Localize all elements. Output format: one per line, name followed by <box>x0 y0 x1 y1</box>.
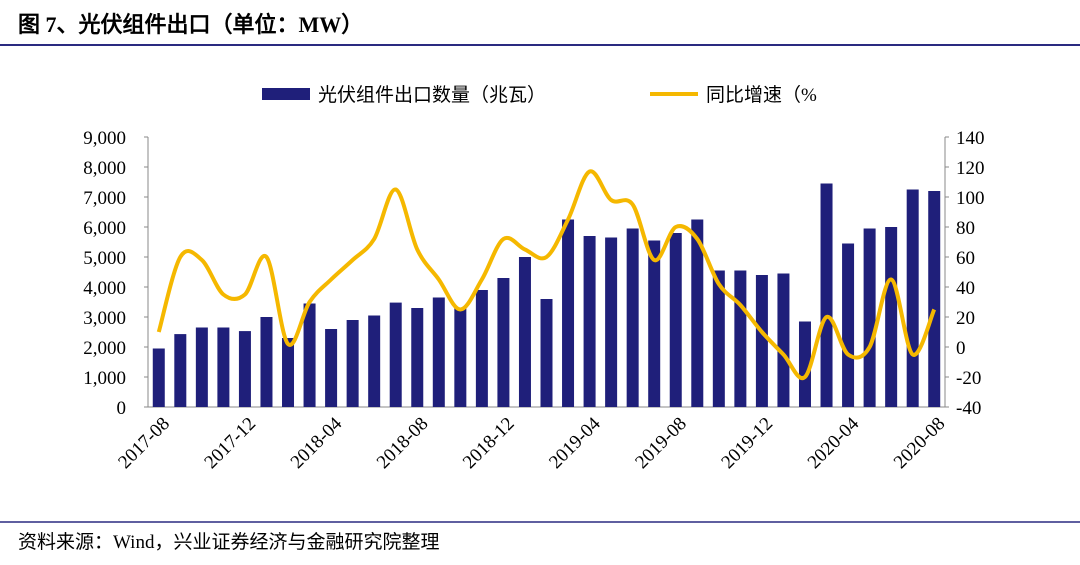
legend-label: 同比增速（% <box>706 84 817 106</box>
bar <box>174 334 187 407</box>
y-tick-label: 8,000 <box>83 158 126 179</box>
x-tick-label: 2019-12 <box>717 413 777 473</box>
y2-tick-label: 80 <box>956 218 975 239</box>
bar <box>734 270 747 407</box>
y2-tick-label: 140 <box>956 128 985 149</box>
y-tick-label: 9,000 <box>83 128 126 149</box>
y2-tick-label: 20 <box>956 308 975 329</box>
bar <box>798 321 811 407</box>
bar <box>368 315 381 407</box>
bar <box>906 189 919 407</box>
bar <box>195 327 208 407</box>
x-tick-label: 2018-12 <box>459 413 519 473</box>
y-tick-label: 4,000 <box>83 278 126 299</box>
bar <box>562 219 575 407</box>
y-tick-label: 2,000 <box>83 338 126 359</box>
bar <box>691 219 704 407</box>
bar <box>475 290 488 407</box>
x-tick-label: 2017-08 <box>114 413 174 473</box>
bar <box>669 233 682 407</box>
bar <box>389 302 402 407</box>
source-note: 资料来源：Wind，兴业证券经济与金融研究院整理 <box>18 531 439 553</box>
legend-label: 光伏组件出口数量（兆瓦） <box>318 84 546 106</box>
bar <box>626 228 639 407</box>
x-tick-label: 2019-04 <box>545 413 605 473</box>
bar <box>820 183 833 407</box>
bar <box>346 320 359 407</box>
x-tick-label: 2020-08 <box>890 413 950 473</box>
y2-tick-label: 100 <box>956 188 985 209</box>
bar <box>282 338 295 407</box>
y-tick-label: 7,000 <box>83 188 126 209</box>
bar <box>497 278 510 407</box>
y2-tick-label: 120 <box>956 158 985 179</box>
bar <box>454 308 467 407</box>
y-tick-label: 5,000 <box>83 248 126 269</box>
bar <box>885 227 898 407</box>
x-tick-label: 2018-08 <box>373 413 433 473</box>
y2-tick-label: 40 <box>956 278 975 299</box>
y-tick-label: 1,000 <box>83 368 126 389</box>
bar <box>411 308 424 407</box>
y2-tick-label: -20 <box>956 368 981 389</box>
bar <box>260 317 273 407</box>
y-tick-label: 3,000 <box>83 308 126 329</box>
bar <box>605 237 618 407</box>
y2-tick-label: -40 <box>956 398 981 419</box>
bar <box>518 257 531 407</box>
bar <box>583 236 596 407</box>
x-tick-label: 2020-04 <box>804 413 864 473</box>
bar <box>712 270 725 407</box>
y-tick-label: 6,000 <box>83 218 126 239</box>
y2-tick-label: 0 <box>956 338 966 359</box>
bar <box>303 303 316 407</box>
x-tick-label: 2017-12 <box>200 413 260 473</box>
y2-tick-label: 60 <box>956 248 975 269</box>
bar <box>777 273 790 407</box>
bar <box>648 240 661 407</box>
bar <box>863 228 876 407</box>
bar <box>432 297 445 407</box>
y-tick-label: 0 <box>117 398 127 419</box>
bar <box>238 331 251 407</box>
x-tick-label: 2018-04 <box>287 413 347 473</box>
growth-line <box>156 169 937 381</box>
legend-swatch <box>262 88 310 100</box>
chart-title: 图 7、光伏组件出口（单位：MW） <box>18 12 363 37</box>
bar <box>325 329 338 407</box>
bar <box>540 299 553 407</box>
bar <box>928 191 941 407</box>
bar <box>152 348 165 407</box>
x-tick-label: 2019-08 <box>631 413 691 473</box>
bar <box>217 327 230 407</box>
bar <box>842 243 855 407</box>
bar <box>755 275 768 407</box>
